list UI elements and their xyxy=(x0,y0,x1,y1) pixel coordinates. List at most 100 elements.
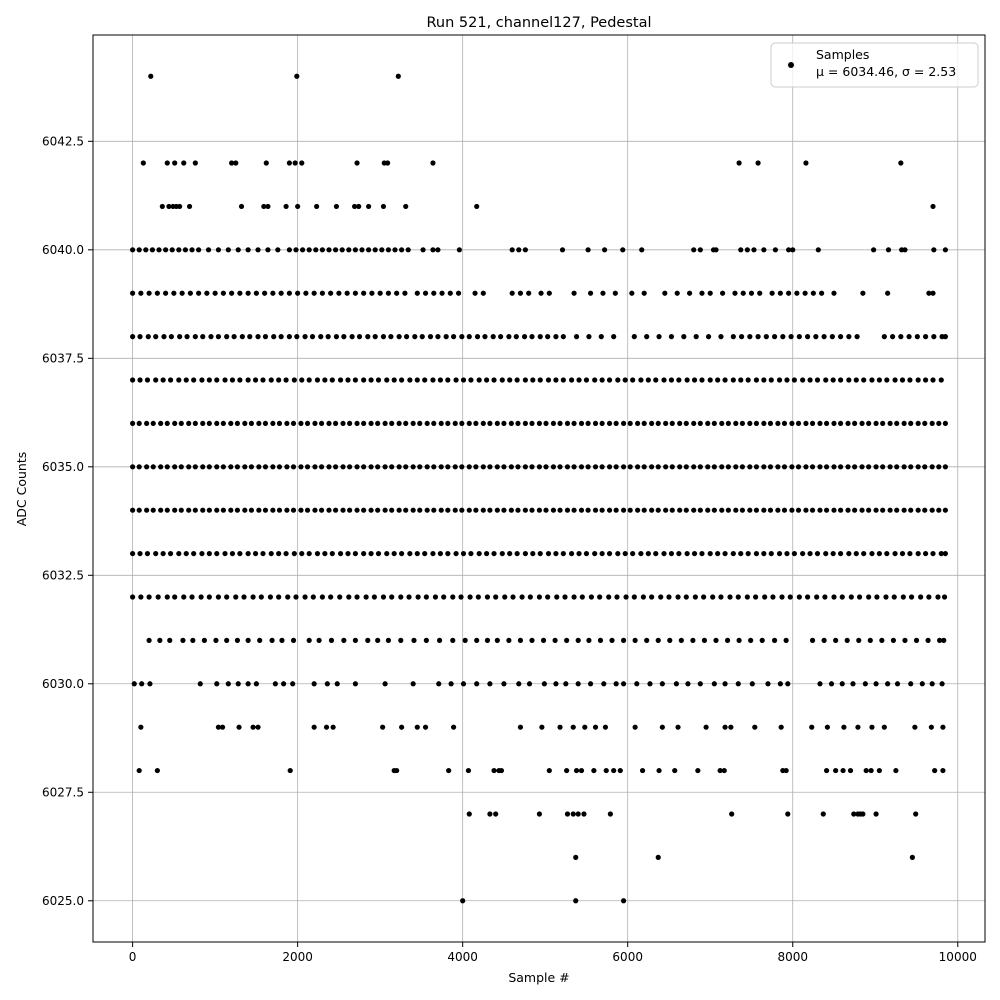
data-point xyxy=(284,420,290,427)
data-point xyxy=(848,594,854,600)
data-point xyxy=(666,594,672,600)
data-point xyxy=(786,247,792,253)
data-point xyxy=(753,507,760,513)
data-point xyxy=(536,507,543,513)
y-tick-label: 6027.5 xyxy=(42,785,84,799)
data-point xyxy=(571,464,577,470)
data-point xyxy=(208,334,214,340)
data-point xyxy=(351,203,358,210)
data-point xyxy=(192,420,198,427)
data-point xyxy=(907,377,913,383)
data-point xyxy=(615,377,621,383)
data-point xyxy=(365,637,371,643)
data-point xyxy=(685,681,691,687)
data-point xyxy=(220,507,226,513)
data-point xyxy=(467,594,473,600)
data-point xyxy=(484,637,491,643)
data-point xyxy=(676,377,682,383)
data-point xyxy=(450,594,456,600)
data-point xyxy=(699,377,705,383)
data-point xyxy=(739,507,746,513)
y-tick-label: 6025.0 xyxy=(42,894,84,908)
data-point xyxy=(655,464,661,470)
data-point xyxy=(777,681,783,687)
data-point xyxy=(389,464,395,470)
data-point xyxy=(265,247,271,253)
data-point xyxy=(328,594,334,600)
data-point xyxy=(606,594,612,600)
data-point xyxy=(908,420,914,427)
data-point xyxy=(942,464,948,470)
data-point xyxy=(879,637,885,643)
data-point xyxy=(414,550,420,557)
data-point xyxy=(459,507,465,513)
data-point xyxy=(260,377,266,383)
data-point xyxy=(538,290,544,296)
data-point xyxy=(869,377,875,383)
data-point xyxy=(730,334,736,340)
data-point xyxy=(777,290,783,296)
data-point xyxy=(306,637,312,643)
data-point xyxy=(588,594,594,600)
data-point xyxy=(839,594,845,600)
y-tick-label: 6040.0 xyxy=(42,243,84,257)
data-point xyxy=(817,507,823,513)
data-point xyxy=(417,420,423,427)
data-point xyxy=(929,464,935,470)
data-point xyxy=(445,464,451,470)
data-point xyxy=(153,334,159,340)
data-point xyxy=(136,420,142,427)
data-point xyxy=(302,334,308,340)
data-point xyxy=(701,594,707,600)
data-point xyxy=(768,550,774,557)
data-point xyxy=(399,724,405,730)
data-point xyxy=(866,507,872,513)
data-point xyxy=(735,594,741,600)
data-point xyxy=(890,637,897,643)
data-point xyxy=(635,464,641,470)
data-point xyxy=(136,247,142,253)
data-point xyxy=(403,507,409,513)
data-point xyxy=(422,724,429,730)
data-point xyxy=(318,464,325,470)
data-point xyxy=(715,550,721,557)
data-point xyxy=(761,377,767,383)
data-point xyxy=(833,637,839,643)
data-point xyxy=(144,507,150,513)
data-point xyxy=(283,550,289,557)
data-point xyxy=(599,420,605,427)
data-point xyxy=(578,420,585,427)
data-point xyxy=(494,464,500,470)
data-point xyxy=(603,767,609,774)
data-point xyxy=(655,507,661,513)
data-point xyxy=(491,767,497,774)
data-point xyxy=(437,550,443,557)
data-point xyxy=(722,681,728,687)
y-tick-label: 6030.0 xyxy=(42,677,84,691)
data-point xyxy=(286,160,292,166)
data-point xyxy=(873,811,879,817)
data-point xyxy=(880,464,886,470)
data-point xyxy=(411,637,417,643)
data-point xyxy=(526,681,533,687)
data-point xyxy=(453,550,459,557)
data-point xyxy=(276,594,282,600)
data-point xyxy=(474,334,481,340)
data-point xyxy=(599,507,605,513)
data-point xyxy=(270,507,276,513)
data-point xyxy=(215,334,222,340)
data-point xyxy=(281,681,287,687)
data-point xyxy=(494,507,500,513)
data-point xyxy=(190,637,196,643)
data-point xyxy=(718,334,724,340)
data-point xyxy=(630,377,636,383)
data-point xyxy=(653,377,659,383)
data-point xyxy=(761,507,767,513)
data-point xyxy=(692,594,698,600)
data-point xyxy=(294,73,300,79)
data-point xyxy=(615,550,621,557)
data-point xyxy=(336,290,342,296)
data-point xyxy=(430,160,436,166)
data-point xyxy=(885,290,891,296)
data-point xyxy=(889,334,896,340)
